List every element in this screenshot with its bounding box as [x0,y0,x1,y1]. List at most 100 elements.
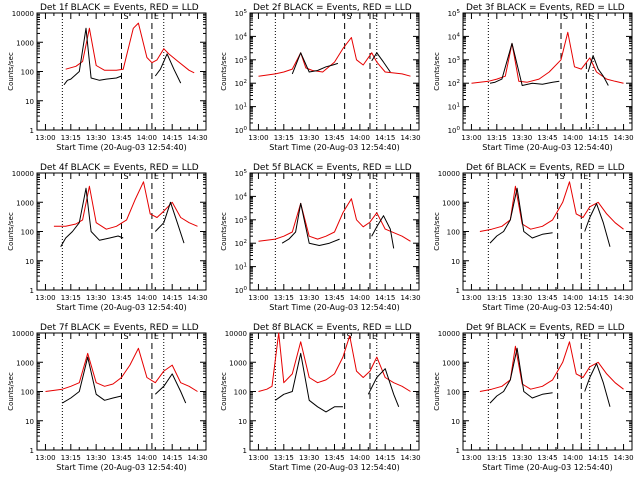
x-tick-label: 13:30 [299,134,319,142]
x-tick-label: 14:00 [563,294,583,302]
x-tick-label: 14:30 [613,134,633,142]
region-marker-label: S [347,12,352,21]
x-tick-label: 13:45 [537,454,557,462]
x-tick-label: 13:15 [274,134,294,142]
region-marker-label: S [124,12,129,21]
event-rate-line [275,352,343,413]
region-marker-label: S [124,332,129,341]
y-axis-label: Counts/sec [433,212,441,251]
x-tick-label: 14:00 [137,134,157,142]
x-tick-label: 13:00 [248,454,268,462]
y-tick-label: 1000 [16,199,34,207]
x-tick-label: 13:00 [248,134,268,142]
lld-rate-line [479,341,624,392]
panel-title: Det 6f BLACK = Events, RED = LLD [466,163,625,173]
x-tick-label: 13:00 [35,454,55,462]
y-axis-label: Counts/sec [433,52,441,91]
x-tick-label: 14:00 [350,454,370,462]
x-tick-label: 13:30 [512,294,532,302]
panel-title: Det 7f BLACK = Events, RED = LLD [40,323,199,333]
y-tick-label: 1000 [442,359,460,367]
x-tick-label: 13:45 [324,134,344,142]
lld-rate-line [65,22,195,74]
x-tick-label: 13:30 [512,134,532,142]
x-tick-label: 13:00 [461,294,481,302]
y-tick-label: 100 [235,126,248,135]
x-tick-label: 13:15 [487,134,507,142]
y-tick-label: 10000 [12,170,34,178]
x-axis-label: Start Time (20-Aug-03 12:54:40) [482,303,613,312]
panel-title: Det 2f BLACK = Events, RED = LLD [253,3,412,13]
y-tick-label: 105 [235,169,248,178]
y-axis-label: Counts/sec [433,372,441,411]
x-tick-label: 13:45 [537,294,557,302]
y-tick-label: 103 [448,56,461,65]
event-rate-line [584,203,611,247]
x-tick-label: 14:30 [400,294,420,302]
x-tick-label: 14:00 [350,134,370,142]
y-tick-label: 103 [235,56,248,65]
detector-panel: Det 4f BLACK = Events, RED = LLD 1 10 100 10… [7,163,208,312]
region-marker-label: S [563,12,568,21]
x-tick-label: 13:45 [111,294,131,302]
y-tick-label: 1 [30,287,34,295]
detector-panel: Det 8f BLACK = Events, RED = LLD 1 10 100 10… [220,323,421,472]
y-tick-label: 1 [30,127,34,135]
x-tick-label: 14:15 [162,454,182,462]
x-tick-label: 13:30 [512,454,532,462]
x-tick-label: 14:00 [350,294,370,302]
region-marker-label: S [560,332,565,341]
y-tick-label: 100 [448,126,461,135]
y-tick-label: 104 [235,192,248,201]
y-tick-label: 1000 [16,359,34,367]
region-marker-label: E [154,332,159,341]
x-tick-label: 14:15 [375,454,395,462]
x-tick-label: 13:45 [111,134,131,142]
y-tick-label: 101 [235,103,247,112]
event-rate-line [154,53,182,84]
y-tick-label: 100 [21,229,34,237]
detector-panel: Det 3f BLACK = Events, RED = LLD 100 101 10… [433,3,634,152]
x-tick-label: 14:00 [137,454,157,462]
y-tick-label: 10 [238,418,247,426]
y-axis-label: Counts/sec [220,52,228,91]
region-marker-label: E [372,172,377,181]
y-tick-label: 100 [234,389,247,397]
y-tick-label: 104 [448,32,461,41]
y-tick-label: 102 [448,79,460,88]
region-marker-label: S [347,172,352,181]
y-tick-label: 101 [235,263,247,272]
y-tick-label: 100 [21,69,34,77]
x-tick-label: 13:00 [35,294,55,302]
y-tick-label: 1 [456,287,460,295]
y-tick-label: 102 [235,79,247,88]
x-tick-label: 13:30 [299,294,319,302]
x-tick-label: 13:45 [111,454,131,462]
y-tick-label: 1 [456,447,460,455]
panel-title: Det 5f BLACK = Events, RED = LLD [253,163,412,173]
y-tick-label: 102 [235,239,247,248]
y-tick-label: 1 [30,447,34,455]
panel-title: Det 9f BLACK = Events, RED = LLD [466,323,625,333]
x-tick-label: 14:15 [588,294,608,302]
y-tick-label: 100 [235,286,248,295]
event-rate-line [371,215,395,249]
region-marker-label: S [124,172,129,181]
x-axis-label: Start Time (20-Aug-03 12:54:40) [56,303,187,312]
y-tick-label: 10 [451,418,460,426]
x-axis-label: Start Time (20-Aug-03 12:54:40) [56,143,187,152]
event-rate-line [584,363,611,407]
detector-panel: Det 9f BLACK = Events, RED = LLD 1 10 100 10… [433,323,634,472]
region-marker-label: E [583,172,588,181]
event-rate-line [371,52,391,73]
x-tick-label: 13:00 [248,294,268,302]
x-tick-label: 14:15 [375,134,395,142]
x-axis-label: Start Time (20-Aug-03 12:54:40) [269,143,400,152]
y-tick-label: 103 [235,216,248,225]
panel-title: Det 4f BLACK = Events, RED = LLD [40,163,199,173]
lld-rate-line [479,181,624,232]
x-tick-label: 14:30 [400,454,420,462]
y-tick-label: 10000 [225,330,247,338]
y-tick-label: 10000 [438,170,460,178]
event-rate-line [62,356,122,404]
